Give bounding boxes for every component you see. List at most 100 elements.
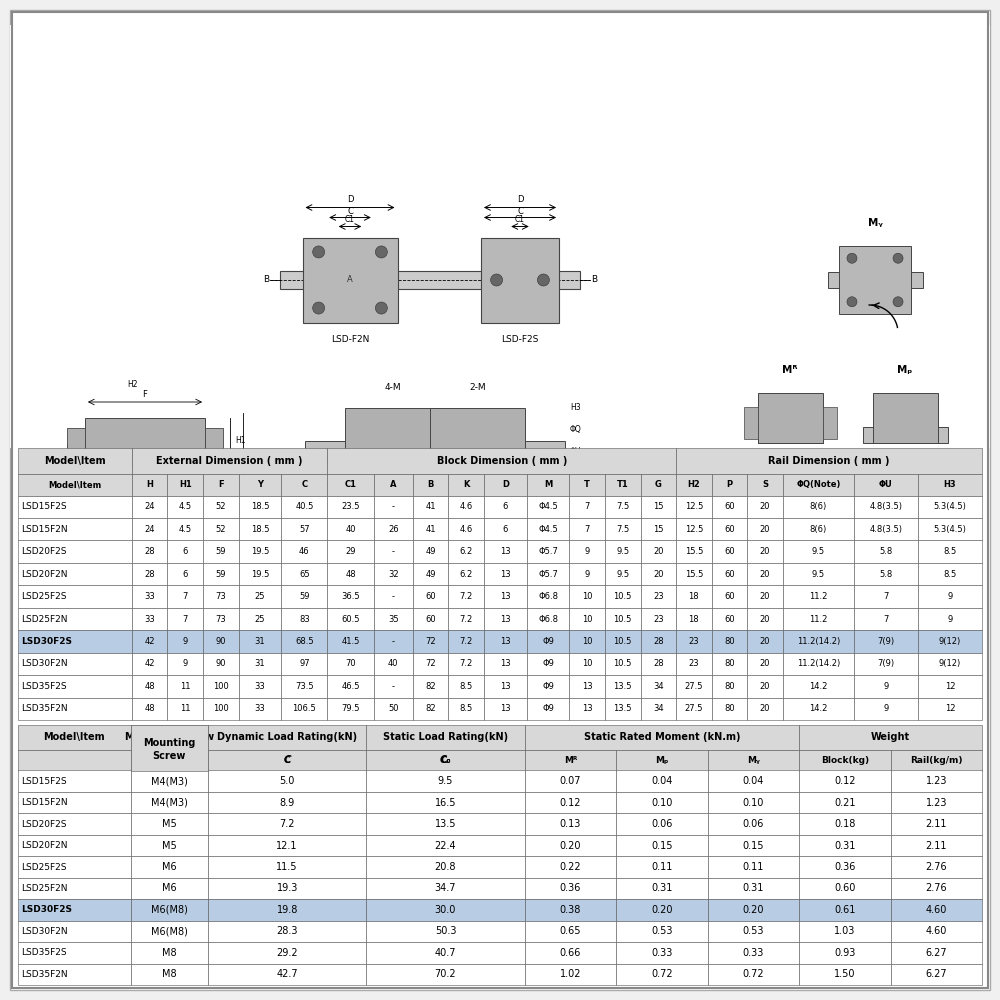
Text: 20: 20 bbox=[760, 682, 770, 691]
Text: 24: 24 bbox=[144, 502, 155, 511]
Bar bbox=[239, 496, 281, 518]
Bar bbox=[208, 878, 366, 899]
Text: 6.27: 6.27 bbox=[925, 948, 947, 958]
Text: 2.76: 2.76 bbox=[925, 862, 947, 872]
Bar bbox=[167, 518, 203, 540]
Text: Φ4.5: Φ4.5 bbox=[538, 502, 558, 511]
Text: 0.04: 0.04 bbox=[743, 776, 764, 786]
Text: Φ6.8: Φ6.8 bbox=[538, 592, 558, 601]
Bar bbox=[891, 899, 982, 921]
Text: 0.15: 0.15 bbox=[743, 841, 764, 851]
Text: Model\Item: Model\Item bbox=[43, 732, 105, 742]
Text: LSD25F2S: LSD25F2S bbox=[21, 592, 66, 601]
Text: LSD-F2N: LSD-F2N bbox=[331, 334, 369, 344]
Bar bbox=[747, 608, 783, 630]
Circle shape bbox=[375, 246, 387, 258]
Text: 8(6): 8(6) bbox=[810, 525, 827, 534]
Text: 20: 20 bbox=[760, 615, 770, 624]
Text: 13.5: 13.5 bbox=[613, 704, 632, 713]
Text: 20: 20 bbox=[760, 637, 770, 646]
Bar bbox=[712, 474, 747, 496]
Text: 13: 13 bbox=[500, 659, 511, 668]
Bar bbox=[366, 770, 525, 792]
Text: H1: H1 bbox=[179, 480, 192, 489]
Bar bbox=[676, 448, 982, 474]
Text: 7.2: 7.2 bbox=[460, 659, 473, 668]
Text: LSD35F2N: LSD35F2N bbox=[21, 704, 68, 713]
Bar bbox=[918, 496, 982, 518]
Text: M8: M8 bbox=[162, 969, 177, 979]
Text: 41: 41 bbox=[425, 502, 436, 511]
Text: 0.21: 0.21 bbox=[834, 798, 856, 808]
Text: LSD20F2S: LSD20F2S bbox=[21, 547, 66, 556]
Text: Φ9: Φ9 bbox=[542, 659, 554, 668]
Text: LSD30F2S: LSD30F2S bbox=[21, 637, 72, 646]
Bar bbox=[374, 540, 413, 563]
Text: ΦQ: ΦQ bbox=[570, 425, 582, 434]
Text: M6: M6 bbox=[162, 862, 177, 872]
Text: 60: 60 bbox=[724, 592, 735, 601]
Text: 32: 32 bbox=[388, 570, 399, 579]
Bar bbox=[484, 496, 527, 518]
Text: 60: 60 bbox=[724, 615, 735, 624]
Circle shape bbox=[375, 302, 387, 314]
Text: 28.3: 28.3 bbox=[276, 926, 298, 936]
Bar bbox=[605, 653, 641, 675]
Bar bbox=[208, 725, 366, 750]
Text: Mᵧ: Mᵧ bbox=[747, 756, 760, 765]
Bar bbox=[747, 474, 783, 496]
Text: 8.5: 8.5 bbox=[460, 704, 473, 713]
Bar bbox=[569, 653, 605, 675]
Bar bbox=[205, 428, 223, 461]
Text: 12.5: 12.5 bbox=[685, 525, 703, 534]
Text: 106.5: 106.5 bbox=[292, 704, 316, 713]
Text: 59: 59 bbox=[216, 570, 226, 579]
Text: B: B bbox=[263, 275, 269, 284]
Bar bbox=[918, 585, 982, 608]
Text: T1: T1 bbox=[617, 480, 629, 489]
Bar bbox=[366, 921, 525, 942]
Bar bbox=[712, 496, 747, 518]
Text: 41: 41 bbox=[425, 525, 436, 534]
Text: D: D bbox=[347, 196, 353, 205]
Text: 19.5: 19.5 bbox=[251, 570, 269, 579]
Bar bbox=[448, 698, 484, 720]
Text: 20: 20 bbox=[653, 570, 664, 579]
Text: Mᵧ: Mᵧ bbox=[868, 218, 882, 228]
Text: 27.5: 27.5 bbox=[685, 704, 703, 713]
Text: 1.23: 1.23 bbox=[926, 798, 947, 808]
Bar bbox=[828, 272, 922, 288]
Bar bbox=[413, 675, 448, 698]
Text: Weight: Weight bbox=[871, 732, 910, 742]
Text: 0.31: 0.31 bbox=[743, 883, 764, 893]
Bar bbox=[891, 856, 982, 878]
Text: 7(9): 7(9) bbox=[877, 659, 895, 668]
Bar bbox=[918, 518, 982, 540]
Bar bbox=[616, 813, 708, 835]
Text: LSD25F2S: LSD25F2S bbox=[21, 863, 66, 872]
Text: ΦQ(Note): ΦQ(Note) bbox=[796, 480, 841, 489]
Bar bbox=[799, 725, 982, 750]
Bar bbox=[676, 518, 712, 540]
Bar bbox=[131, 725, 208, 770]
Bar bbox=[783, 474, 854, 496]
Bar bbox=[327, 698, 374, 720]
Bar bbox=[167, 698, 203, 720]
Text: 13: 13 bbox=[500, 547, 511, 556]
Text: 34: 34 bbox=[653, 682, 664, 691]
Bar bbox=[641, 563, 676, 585]
Bar bbox=[18, 448, 132, 474]
Bar bbox=[525, 792, 616, 813]
Text: 19.5: 19.5 bbox=[251, 547, 269, 556]
Text: 4.5: 4.5 bbox=[179, 525, 192, 534]
Text: 68.5: 68.5 bbox=[295, 637, 314, 646]
Text: External Dimension ( mm ): External Dimension ( mm ) bbox=[156, 456, 303, 466]
Bar bbox=[676, 474, 712, 496]
Bar bbox=[605, 540, 641, 563]
Text: Model\Item: Model\Item bbox=[44, 456, 106, 466]
Bar bbox=[799, 770, 891, 792]
Bar bbox=[641, 518, 676, 540]
Bar bbox=[712, 698, 747, 720]
Text: 5.3(4.5): 5.3(4.5) bbox=[934, 502, 966, 511]
Text: G: G bbox=[655, 480, 662, 489]
